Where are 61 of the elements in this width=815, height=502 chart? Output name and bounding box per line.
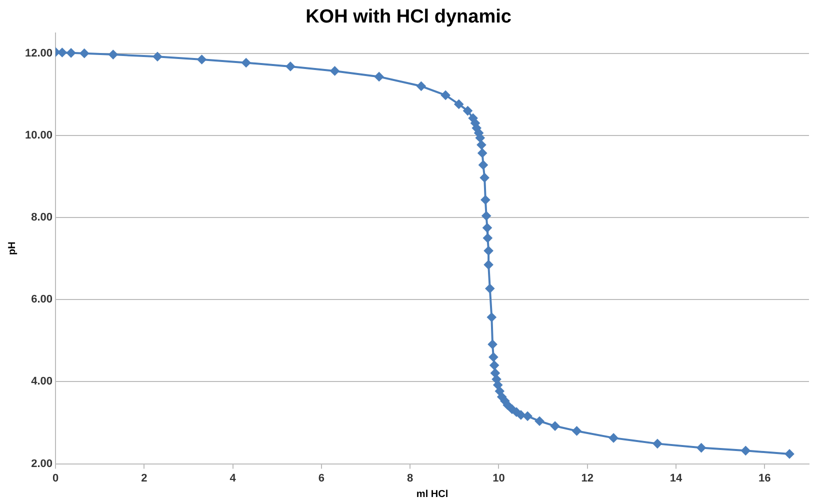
point	[484, 260, 494, 270]
point	[463, 106, 472, 116]
point	[476, 140, 486, 150]
point	[286, 62, 295, 71]
point	[374, 72, 384, 82]
point	[66, 48, 76, 58]
point	[330, 66, 340, 76]
point	[480, 173, 490, 182]
point	[58, 48, 67, 58]
y-tick-label: 6.00	[31, 294, 53, 306]
point	[487, 312, 496, 322]
point	[488, 340, 498, 349]
x-tick-label: 4	[230, 472, 237, 484]
point	[480, 195, 490, 204]
point	[785, 449, 794, 458]
x-tick-label: 14	[670, 472, 684, 484]
point	[454, 100, 464, 109]
point	[484, 246, 494, 256]
point	[197, 54, 206, 64]
point	[550, 422, 560, 431]
point	[485, 284, 494, 294]
x-tick-label: 2	[141, 472, 148, 484]
point	[495, 386, 504, 396]
chart-title: KOH with HCl dynamic	[306, 6, 512, 28]
point	[482, 223, 492, 232]
x-tick-label: 10	[492, 472, 505, 484]
point	[503, 400, 512, 410]
y-tick-label: 10.00	[24, 129, 53, 142]
x-tick-label: 12	[581, 472, 594, 484]
point	[492, 374, 502, 384]
point	[242, 58, 251, 68]
point	[523, 412, 532, 421]
point	[488, 352, 498, 362]
y-tick-label: 2.00	[31, 458, 53, 470]
point	[490, 368, 500, 378]
x-tick-label: 0	[52, 472, 59, 484]
point	[152, 52, 162, 62]
y-tick-label: 4.00	[31, 376, 53, 388]
point	[490, 360, 499, 370]
x-tick-label: 16	[758, 472, 771, 484]
y-tick-label: 8.00	[31, 212, 53, 224]
point	[483, 234, 492, 243]
point	[652, 439, 662, 448]
point	[441, 90, 450, 100]
x-tick-label: 8	[407, 472, 414, 484]
point	[80, 48, 89, 58]
point	[609, 433, 618, 442]
point	[108, 50, 118, 60]
point	[696, 443, 706, 452]
point	[478, 148, 487, 158]
point	[478, 160, 488, 170]
point	[482, 211, 491, 220]
point	[416, 82, 426, 91]
y-tick-label: 12.00	[24, 47, 53, 60]
x-tick-label: 6	[318, 472, 325, 484]
point	[535, 416, 544, 426]
y-axis-title: pH	[6, 242, 18, 255]
point	[741, 446, 750, 456]
point	[572, 426, 582, 436]
point	[516, 410, 526, 420]
x-axis-title: ml HCl	[416, 488, 448, 500]
